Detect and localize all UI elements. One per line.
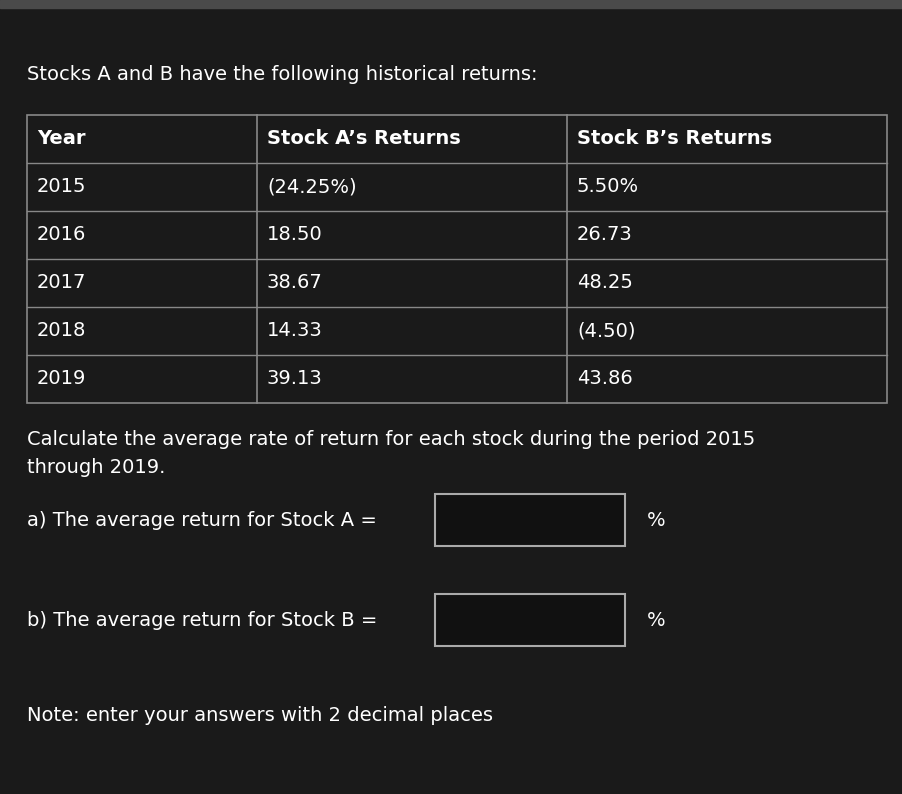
- Text: Stock A’s Returns: Stock A’s Returns: [267, 129, 461, 148]
- Text: Note: enter your answers with 2 decimal places: Note: enter your answers with 2 decimal …: [27, 706, 493, 725]
- Text: 18.50: 18.50: [267, 225, 323, 245]
- Bar: [435, 494, 625, 546]
- Text: (24.25%): (24.25%): [267, 178, 356, 196]
- Text: 26.73: 26.73: [577, 225, 632, 245]
- Text: 14.33: 14.33: [267, 322, 323, 341]
- Text: 5.50%: 5.50%: [577, 178, 640, 196]
- Text: 48.25: 48.25: [577, 273, 633, 292]
- Text: 43.86: 43.86: [577, 369, 632, 388]
- Text: 2019: 2019: [37, 369, 87, 388]
- Text: 2015: 2015: [37, 178, 87, 196]
- Text: 38.67: 38.67: [267, 273, 323, 292]
- Text: a) The average return for Stock A =: a) The average return for Stock A =: [27, 511, 377, 530]
- Text: 2017: 2017: [37, 273, 87, 292]
- Bar: [435, 594, 625, 646]
- Text: %: %: [647, 511, 666, 530]
- Bar: [27, 115, 887, 403]
- Text: %: %: [647, 611, 666, 630]
- Text: 2016: 2016: [37, 225, 87, 245]
- Text: Stock B’s Returns: Stock B’s Returns: [577, 129, 772, 148]
- Text: (4.50): (4.50): [577, 322, 636, 341]
- Bar: [0, 0, 902, 8]
- Text: b) The average return for Stock B =: b) The average return for Stock B =: [27, 611, 377, 630]
- Text: Year: Year: [37, 129, 86, 148]
- Text: 2018: 2018: [37, 322, 87, 341]
- Text: Stocks A and B have the following historical returns:: Stocks A and B have the following histor…: [27, 65, 538, 84]
- Text: Calculate the average rate of return for each stock during the period 2015
throu: Calculate the average rate of return for…: [27, 430, 755, 477]
- Text: 39.13: 39.13: [267, 369, 323, 388]
